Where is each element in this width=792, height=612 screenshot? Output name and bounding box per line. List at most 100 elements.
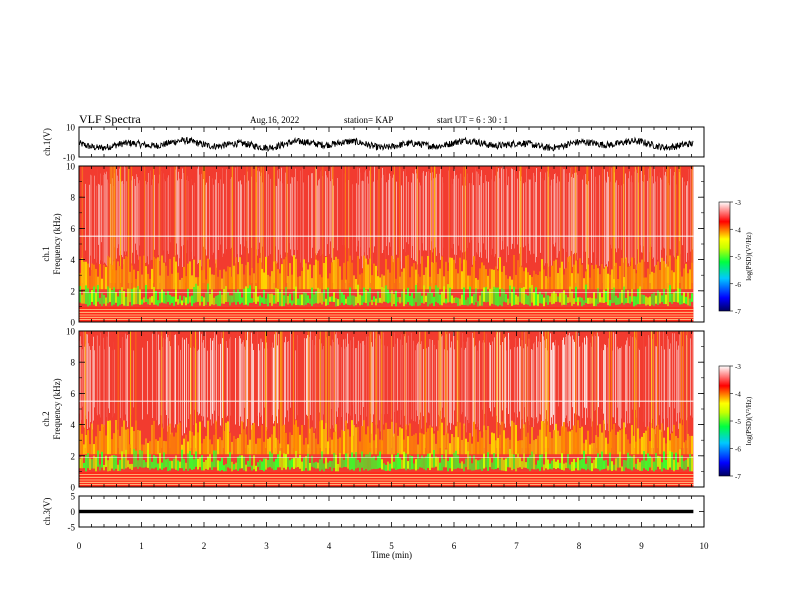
band-orange [195,277,197,290]
band-orange [467,441,469,455]
band-orange [83,444,85,455]
band-green [103,295,105,304]
band-green [139,289,141,305]
band-green [691,293,693,302]
band-green [435,285,437,302]
band-green [469,455,471,470]
band-orange [309,428,311,455]
band-green [345,453,347,468]
band-green [249,285,251,303]
band-green [277,288,279,302]
x-tick-label: 2 [202,541,207,551]
band-orange [237,274,239,290]
band-green [451,456,453,472]
band-orange [355,427,357,455]
band-orange [437,430,439,455]
band-orange [541,259,543,290]
band-orange [651,271,653,290]
band-green [447,284,449,303]
band-green [445,449,447,468]
band-green [403,451,405,469]
band-green [623,459,625,472]
band-orange [235,257,237,290]
band-orange [249,275,251,290]
band-orange [293,424,295,455]
band-orange [625,434,627,455]
band-green [603,460,605,470]
band-green [307,453,309,471]
band-green [261,297,263,303]
band-green [449,456,451,469]
band-green [439,294,441,305]
band-green [245,286,247,305]
band-orange [167,275,169,290]
band-orange [267,274,269,290]
band-green [213,297,215,306]
band-orange [139,430,141,455]
band-green [549,463,551,469]
band-orange [475,278,477,290]
band-orange [417,274,419,290]
band-green [309,462,311,471]
band-orange [353,275,355,290]
band-green [573,458,575,471]
band-orange [341,429,343,455]
band-green [633,296,635,307]
band-green [683,292,685,304]
band-green [317,462,319,469]
band-green [427,292,429,307]
band-green [89,293,91,306]
band-orange [545,276,547,290]
band-orange [467,275,469,290]
band-green [427,453,429,468]
band-orange [657,261,659,290]
band-green [169,294,171,305]
band-green [677,462,679,470]
band-green [431,292,433,304]
band-orange [649,274,651,290]
band-green [605,290,607,303]
band-green [433,296,435,307]
band-orange [297,276,299,290]
band-orange [445,261,447,290]
band-green [275,458,277,470]
band-green [145,285,147,303]
band-orange [313,265,315,290]
band-orange [565,268,567,290]
band-orange [543,421,545,455]
band-green [417,454,419,470]
band-green [105,455,107,467]
band-green [355,296,357,306]
band-orange [279,443,281,455]
y-axis-label: ch.3(V) [42,498,52,526]
band-orange [145,438,147,455]
band-green [367,454,369,471]
band-green [685,459,687,470]
band-green [231,461,233,472]
band-orange [451,434,453,455]
band-orange [457,273,459,290]
band-green [511,291,513,306]
band-green [557,296,559,302]
band-green [559,462,561,469]
band-orange [669,440,671,455]
band-orange [265,427,267,455]
band-green [319,459,321,472]
band-green [97,284,99,302]
band-orange [649,441,651,455]
band-orange [645,277,647,290]
colorbar-tick-label: -6 [735,446,741,454]
band-orange [539,429,541,455]
band-green [259,460,261,470]
band-green [405,294,407,305]
band-green [215,296,217,305]
band-orange [579,427,581,455]
band-green [111,455,113,469]
band-green [687,458,689,467]
band-green [579,460,581,471]
band-orange [229,432,231,455]
band-green [453,297,455,304]
band-orange [629,266,631,290]
band-green [387,461,389,471]
band-green [339,289,341,305]
